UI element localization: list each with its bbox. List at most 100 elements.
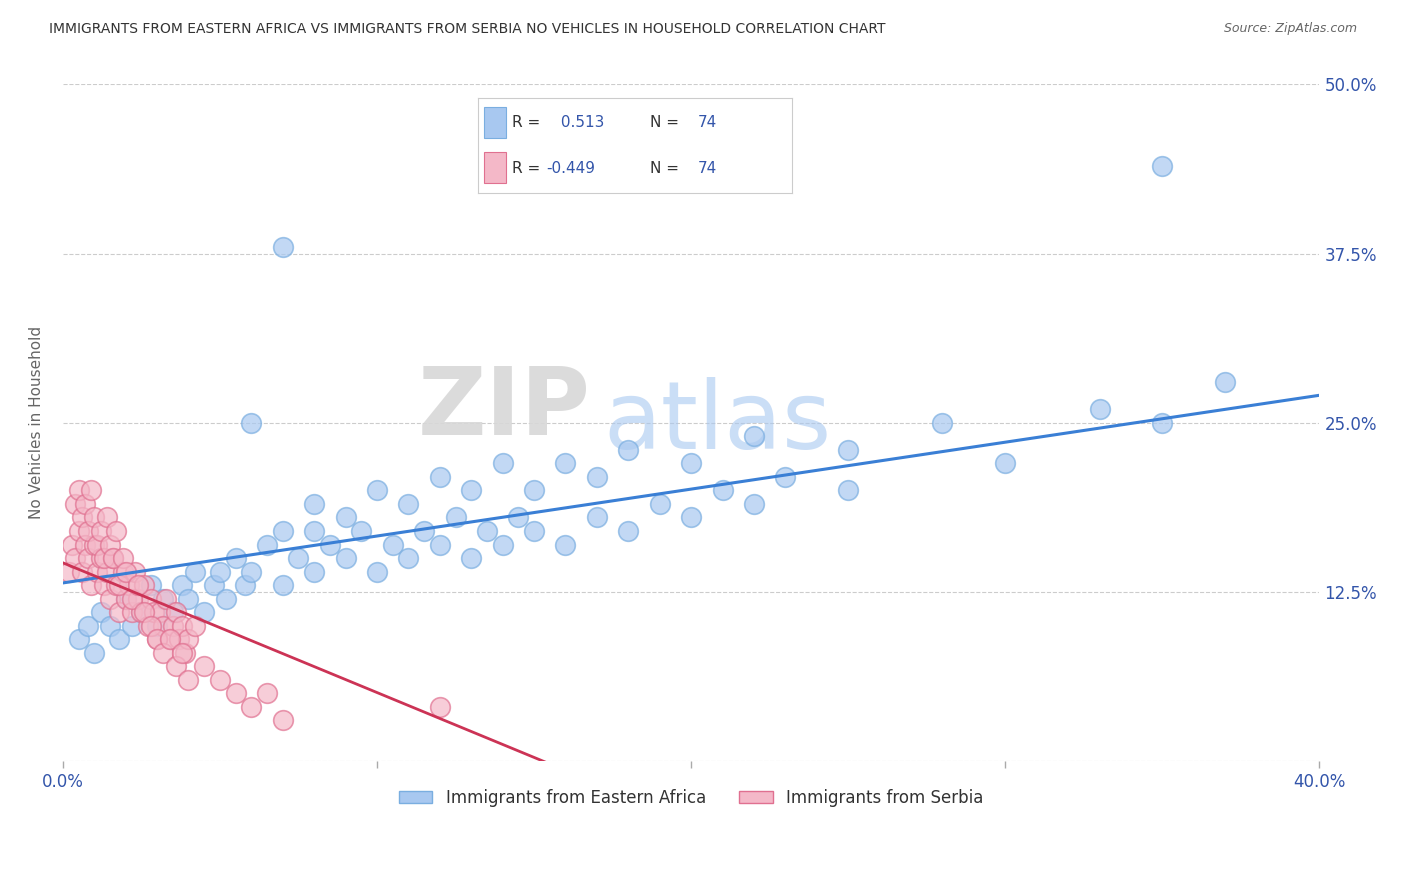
Point: [184, 565, 207, 579]
Point: [177, 591, 200, 606]
Point: [80, 483, 103, 498]
Point: [159, 632, 181, 647]
Point: [648, 497, 671, 511]
Point: [302, 524, 325, 538]
Point: [617, 524, 640, 538]
Point: [67, 524, 90, 538]
Point: [134, 578, 156, 592]
Point: [193, 659, 215, 673]
Point: [172, 619, 194, 633]
Point: [127, 578, 149, 592]
Point: [554, 537, 576, 551]
Point: [118, 578, 141, 592]
Point: [554, 456, 576, 470]
Point: [159, 632, 181, 647]
Point: [86, 537, 108, 551]
Point: [93, 578, 115, 592]
Point: [302, 565, 325, 579]
Point: [302, 497, 325, 511]
Point: [165, 605, 187, 619]
Point: [775, 470, 797, 484]
Point: [121, 605, 143, 619]
Point: [105, 524, 128, 538]
Point: [413, 524, 436, 538]
Point: [162, 605, 184, 619]
Point: [177, 632, 200, 647]
Point: [58, 565, 80, 579]
Point: [287, 551, 309, 566]
Point: [165, 659, 187, 673]
Point: [994, 456, 1017, 470]
Point: [335, 551, 357, 566]
Point: [491, 537, 513, 551]
Point: [202, 578, 225, 592]
Text: IMMIGRANTS FROM EASTERN AFRICA VS IMMIGRANTS FROM SERBIA NO VEHICLES IN HOUSEHOL: IMMIGRANTS FROM EASTERN AFRICA VS IMMIGR…: [49, 22, 886, 37]
Point: [381, 537, 404, 551]
Text: ZIP: ZIP: [418, 363, 591, 455]
Point: [146, 632, 169, 647]
Point: [366, 565, 388, 579]
Point: [240, 700, 263, 714]
Point: [136, 619, 159, 633]
Point: [586, 470, 609, 484]
Point: [711, 483, 734, 498]
Point: [83, 510, 105, 524]
Point: [77, 524, 100, 538]
Point: [121, 619, 143, 633]
Point: [96, 510, 118, 524]
Point: [86, 565, 108, 579]
Point: [193, 605, 215, 619]
Point: [124, 565, 146, 579]
Point: [742, 429, 765, 443]
Point: [167, 632, 190, 647]
Point: [98, 591, 121, 606]
Point: [67, 483, 90, 498]
Point: [121, 591, 143, 606]
Point: [174, 646, 197, 660]
Point: [233, 578, 256, 592]
Point: [460, 483, 482, 498]
Point: [523, 483, 546, 498]
Point: [617, 442, 640, 457]
Point: [271, 524, 294, 538]
Point: [134, 605, 156, 619]
Point: [240, 565, 263, 579]
Point: [444, 510, 467, 524]
Point: [1213, 375, 1236, 389]
Point: [93, 551, 115, 566]
Point: [681, 510, 703, 524]
Point: [335, 510, 357, 524]
Point: [319, 537, 342, 551]
Point: [366, 483, 388, 498]
Point: [271, 714, 294, 728]
Point: [1088, 402, 1111, 417]
Point: [396, 497, 419, 511]
Point: [70, 510, 93, 524]
Point: [108, 578, 131, 592]
Point: [475, 524, 498, 538]
Point: [89, 605, 111, 619]
Point: [152, 619, 174, 633]
Point: [350, 524, 373, 538]
Point: [108, 632, 131, 647]
Point: [73, 537, 96, 551]
Point: [139, 578, 162, 592]
Point: [271, 578, 294, 592]
Point: [837, 483, 859, 498]
Point: [742, 497, 765, 511]
Point: [67, 632, 90, 647]
Point: [80, 578, 103, 592]
Point: [172, 578, 194, 592]
Point: [523, 524, 546, 538]
Point: [177, 673, 200, 687]
Point: [429, 700, 451, 714]
Point: [931, 416, 953, 430]
Point: [240, 416, 263, 430]
Point: [837, 442, 859, 457]
Point: [89, 551, 111, 566]
Point: [96, 565, 118, 579]
Point: [114, 591, 136, 606]
Point: [114, 591, 136, 606]
Point: [89, 524, 111, 538]
Point: [65, 551, 87, 566]
